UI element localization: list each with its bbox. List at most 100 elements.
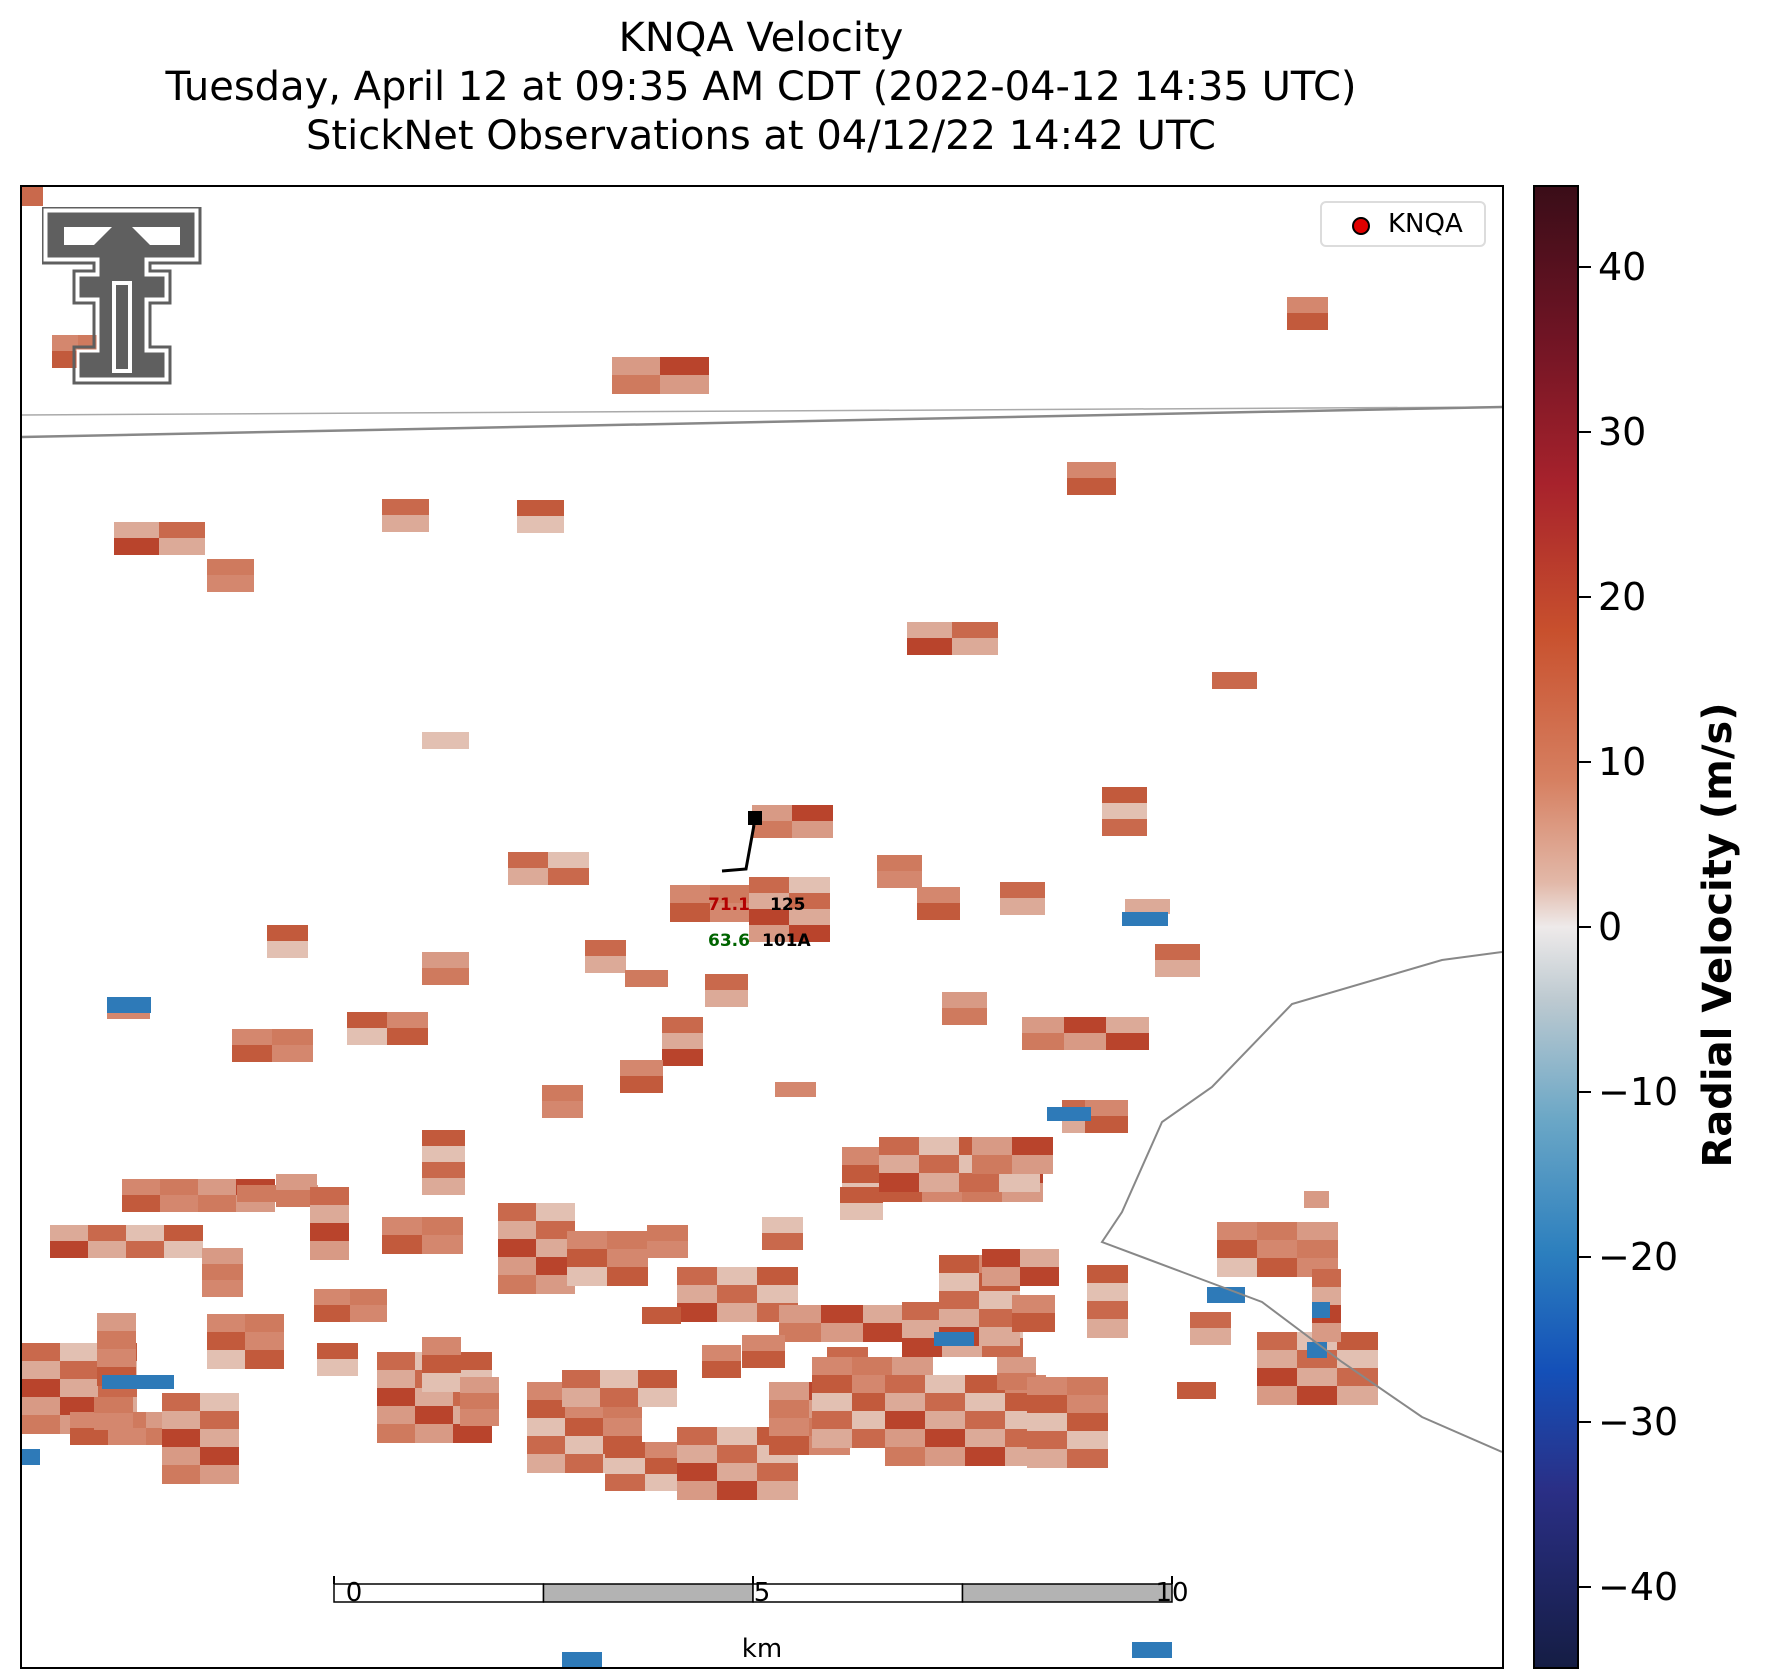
scalebar-tick-5: 5: [753, 1578, 771, 1608]
velocity-gate: [1190, 1328, 1231, 1345]
station-dewpoint: 63.6: [708, 931, 750, 951]
velocity-gate: [207, 1314, 246, 1333]
velocity-gate: [1217, 1258, 1258, 1277]
velocity-gate: [762, 1217, 803, 1234]
velocity-gate: [779, 1305, 822, 1324]
wind-barb: [721, 824, 756, 873]
velocity-gate: [1012, 1313, 1055, 1332]
velocity-gate: [1257, 1368, 1298, 1387]
velocity-gate: [757, 1267, 798, 1286]
velocity-gate: [934, 1332, 974, 1346]
velocity-gate: [160, 1179, 199, 1196]
velocity-gate: [769, 1382, 810, 1401]
velocity-gate: [662, 1017, 703, 1034]
velocity-gate: [387, 1012, 428, 1029]
colorbar-tick-label: −20: [1598, 1234, 1679, 1279]
velocity-gate: [377, 1352, 416, 1371]
velocity-gate: [347, 1028, 388, 1045]
velocity-gate: [422, 1355, 461, 1374]
velocity-gate: [925, 1447, 966, 1466]
radar-map[interactable]: KNQA 71.1 125 63.6 101A 0 5 10 km: [20, 185, 1504, 1669]
velocity-gate: [902, 1320, 943, 1339]
velocity-gate: [1067, 1395, 1108, 1414]
colorbar-tick-mark: [1579, 1420, 1591, 1423]
velocity-gate: [536, 1203, 575, 1222]
velocity-gate: [1304, 1191, 1329, 1208]
velocity-gate: [60, 1343, 99, 1362]
velocity-gate: [97, 1331, 136, 1350]
velocity-gate: [677, 1303, 718, 1322]
velocity-gate: [972, 1155, 1013, 1174]
velocity-gate: [162, 1465, 201, 1484]
velocity-gate: [567, 1267, 608, 1286]
velocity-gate: [1027, 1413, 1068, 1432]
velocity-gate: [717, 1463, 758, 1482]
velocity-gate: [1297, 1222, 1338, 1241]
velocity-gate: [198, 1179, 237, 1196]
velocity-gate: [310, 1205, 349, 1224]
velocity-gate: [159, 538, 205, 555]
colorbar-tick-label: 40: [1598, 245, 1647, 290]
velocity-gate: [1106, 1033, 1149, 1050]
velocity-gate: [710, 885, 751, 904]
radar-velocity-layer: [22, 187, 1502, 1667]
velocity-gate: [677, 1481, 718, 1500]
velocity-gate: [999, 1173, 1040, 1192]
velocity-gate: [1022, 1017, 1065, 1034]
colorbar-tick-label: 0: [1598, 905, 1623, 949]
velocity-gate: [852, 1429, 893, 1448]
velocity-gate: [508, 868, 549, 885]
velocity-gate: [207, 559, 254, 576]
velocity-gate: [852, 1393, 893, 1412]
velocity-gate: [1087, 1265, 1128, 1284]
velocity-gate: [548, 852, 589, 869]
velocity-gate: [317, 1359, 358, 1376]
velocity-gate: [919, 1155, 960, 1174]
velocity-gate: [97, 1313, 136, 1332]
velocity-gate: [742, 1335, 785, 1352]
velocity-gate: [677, 1445, 718, 1464]
velocity-gate: [585, 940, 626, 957]
velocity-gate: [1012, 1155, 1053, 1174]
velocity-gate: [422, 1130, 465, 1147]
velocity-gate: [317, 1343, 358, 1360]
velocity-gate: [919, 1173, 960, 1192]
velocity-gate: [126, 1241, 165, 1258]
velocity-gate: [917, 887, 960, 904]
velocity-gate: [939, 1291, 980, 1310]
velocity-gate: [160, 1195, 199, 1212]
velocity-gate: [200, 1429, 239, 1448]
velocity-gate: [769, 1436, 810, 1455]
velocity-gate: [717, 1285, 758, 1304]
colorbar-tick-label: 10: [1598, 740, 1647, 785]
velocity-gate: [453, 1424, 492, 1443]
velocity-gate: [585, 956, 626, 973]
velocity-gate: [670, 885, 711, 904]
velocity-gate: [1155, 944, 1200, 961]
velocity-gate: [272, 1045, 313, 1062]
velocity-gate: [314, 1289, 351, 1306]
velocity-gate: [982, 1267, 1021, 1286]
velocity-gate: [863, 1305, 906, 1324]
velocity-gate: [852, 1375, 893, 1394]
velocity-gate: [925, 1411, 966, 1430]
velocity-gate: [202, 1280, 243, 1297]
velocity-gate: [542, 1101, 583, 1118]
velocity-gate: [1312, 1287, 1341, 1306]
velocity-gate: [415, 1388, 454, 1407]
velocity-gate: [1132, 1642, 1172, 1658]
velocity-gate: [517, 500, 564, 517]
velocity-gate: [925, 1393, 966, 1412]
velocity-gate: [70, 1428, 109, 1445]
velocity-gate: [422, 1178, 465, 1195]
velocity-gate: [919, 1137, 960, 1156]
velocity-gate: [762, 1233, 803, 1250]
velocity-gate: [717, 1427, 758, 1446]
velocity-gate: [498, 1257, 537, 1276]
velocity-gate: [527, 1400, 566, 1419]
velocity-gate: [812, 1429, 853, 1448]
velocity-gate: [702, 1361, 741, 1378]
velocity-gate: [939, 1309, 980, 1328]
velocity-gate: [517, 516, 564, 533]
velocity-gate: [965, 1411, 1006, 1430]
